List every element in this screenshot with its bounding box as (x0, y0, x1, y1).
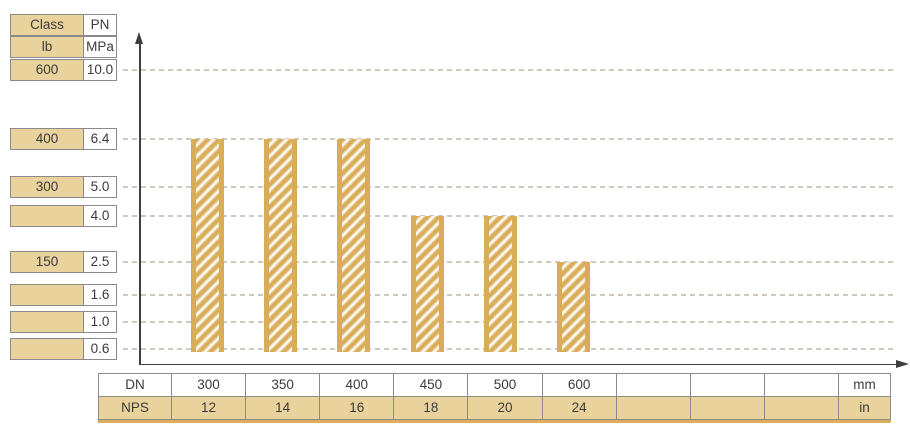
class-header-cell: Class (10, 14, 84, 36)
y-gridline (123, 138, 897, 140)
y-axis-line (139, 42, 141, 365)
nps-cell: 20 (468, 397, 543, 420)
dn-nps-table: DN 300 350 400 450 500 600 mm NPS 12 14 16 18 20 24 in (98, 373, 891, 423)
pn-cell: 2.5 (83, 251, 117, 273)
class-cell (10, 311, 84, 333)
dn-cell: 300 (172, 374, 247, 397)
class-cell (10, 284, 84, 306)
class-pn-header-row: Class PN (10, 14, 117, 36)
y-axis-arrow-up-icon (135, 32, 143, 44)
dn-cell (764, 374, 839, 397)
nps-row-label: NPS (99, 397, 172, 420)
class-cell (10, 338, 84, 360)
class-pn-row: 4.0 (10, 205, 117, 227)
y-gridline (123, 69, 897, 71)
class-pn-row: 150 2.5 (10, 251, 117, 273)
nps-cell: 18 (394, 397, 469, 420)
pressure-bar (264, 139, 297, 352)
pressure-bar (191, 139, 224, 352)
class-cell: 150 (10, 251, 84, 273)
dn-cell: 450 (394, 374, 469, 397)
class-cell: 300 (10, 176, 84, 198)
class-pn-row: 300 5.0 (10, 176, 117, 198)
nps-unit-in: in (839, 397, 891, 420)
pn-cell: 0.6 (83, 338, 117, 360)
lb-unit-cell: lb (10, 36, 84, 58)
pn-cell: 1.0 (83, 311, 117, 333)
pn-cell: 10.0 (83, 59, 117, 81)
dn-cell (690, 374, 765, 397)
nps-cell: 12 (172, 397, 247, 420)
class-cell: 400 (10, 128, 84, 150)
pn-cell: 1.6 (83, 284, 117, 306)
pressure-bar (557, 262, 590, 352)
pressure-bar (484, 216, 517, 352)
class-pn-row: 400 6.4 (10, 128, 117, 150)
class-pn-unit-row: lb MPa (10, 36, 117, 58)
nps-cell (616, 397, 691, 420)
pressure-bar (337, 139, 370, 352)
nps-cell: 16 (320, 397, 395, 420)
nps-cell (690, 397, 765, 420)
pn-cell: 6.4 (83, 128, 117, 150)
dn-row-label: DN (99, 374, 172, 397)
class-cell: 600 (10, 59, 84, 81)
class-pn-row: 600 10.0 (10, 59, 117, 81)
mpa-unit-cell: MPa (83, 36, 117, 58)
dn-cell: 400 (320, 374, 395, 397)
pressure-bar (411, 216, 444, 352)
dn-cell: 600 (542, 374, 617, 397)
nps-cell (764, 397, 839, 420)
pn-header-cell: PN (83, 14, 117, 36)
x-axis-arrow-right-icon (896, 360, 909, 368)
dn-cell: 500 (468, 374, 543, 397)
dn-cell (616, 374, 691, 397)
class-cell (10, 205, 84, 227)
class-pn-row: 1.0 (10, 311, 117, 333)
pn-cell: 5.0 (83, 176, 117, 198)
class-pn-row: 1.6 (10, 284, 117, 306)
dn-cell: 350 (246, 374, 321, 397)
x-axis-line (139, 363, 897, 365)
nps-cell: 14 (246, 397, 321, 420)
nps-cell: 24 (542, 397, 617, 420)
class-pn-row: 0.6 (10, 338, 117, 360)
dn-unit-mm: mm (839, 374, 891, 397)
y-gridline (123, 186, 897, 188)
pn-cell: 4.0 (83, 205, 117, 227)
